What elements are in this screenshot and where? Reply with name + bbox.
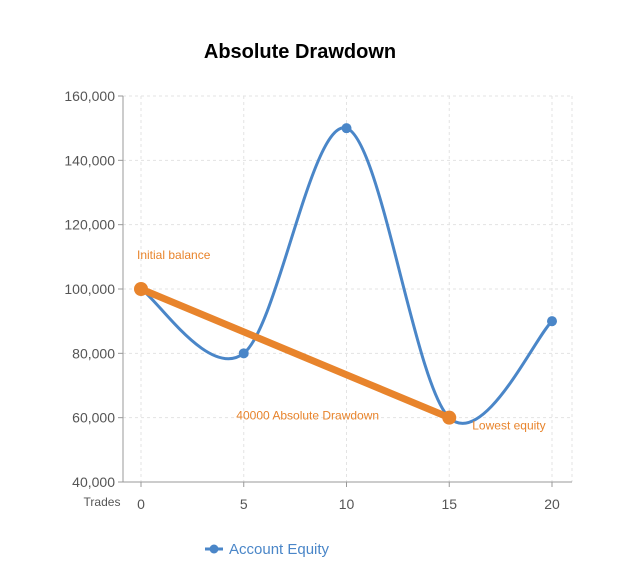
y-tick-label: 120,000 (64, 217, 115, 233)
legend-marker-icon (209, 544, 219, 554)
series-layer (134, 123, 557, 425)
y-tick-label: 160,000 (64, 88, 115, 104)
data-point-account-equity[interactable] (341, 123, 352, 134)
annotation-absolute-drawdown: 40000 Absolute Drawdown (236, 409, 379, 423)
annotations: Initial balance Lowest equity 40000 Absolu… (137, 248, 546, 433)
y-tick-label: 140,000 (64, 152, 115, 168)
x-axis-ticks: 0 5 10 15 20 (137, 482, 560, 512)
y-tick-label: 40,000 (72, 474, 115, 490)
y-tick-label: 80,000 (72, 345, 115, 361)
y-axis-ticks: 40,000 60,000 80,000 100,000 120,000 140,000 1… (64, 88, 123, 490)
x-tick-label: 15 (441, 496, 457, 512)
annotation-initial-balance: Initial balance (137, 248, 211, 262)
data-point-drawdown[interactable] (134, 282, 148, 296)
legend-label-account-equity: Account Equity (229, 541, 330, 558)
data-point-account-equity[interactable] (238, 348, 249, 359)
y-tick-label: 60,000 (72, 410, 115, 426)
data-point-account-equity[interactable] (547, 316, 557, 327)
legend[interactable]: Account Equity (205, 541, 330, 558)
x-tick-label: 20 (544, 496, 560, 512)
x-tick-label: 0 (137, 496, 145, 512)
x-axis-label: Trades (84, 495, 121, 509)
y-tick-label: 100,000 (64, 281, 115, 297)
annotation-lowest-equity: Lowest equity (472, 419, 545, 433)
x-tick-label: 10 (339, 496, 355, 512)
chart-title: Absolute Drawdown (204, 41, 396, 63)
x-tick-label: 5 (240, 496, 248, 512)
drawdown-line (137, 285, 453, 422)
data-point-drawdown[interactable] (442, 410, 457, 425)
